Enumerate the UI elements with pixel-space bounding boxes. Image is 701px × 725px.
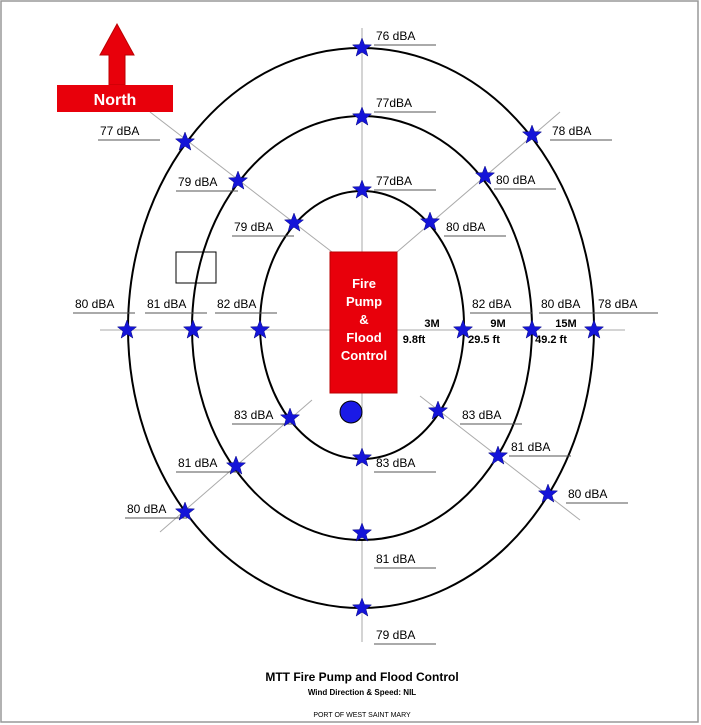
reading-label: 78 dBA	[552, 124, 591, 138]
reading-label: 79 dBA	[234, 220, 273, 234]
star-marker	[487, 445, 509, 465]
reading-label: 77dBA	[376, 174, 412, 188]
star-marker	[225, 455, 247, 475]
star-marker	[452, 319, 474, 339]
star-marker	[427, 400, 449, 420]
star-marker	[174, 131, 196, 151]
star-marker	[249, 319, 271, 339]
reading-label: 82 dBA	[217, 297, 256, 311]
blue-marker	[339, 400, 363, 424]
center-box-text: &	[359, 312, 368, 327]
star-marker	[351, 106, 373, 126]
distance-feet: 29.5 ft	[468, 334, 500, 346]
reading-label: 83 dBA	[462, 408, 501, 422]
reading-label: 79 dBA	[178, 175, 217, 189]
center-box-text: Pump	[346, 294, 382, 309]
star-marker	[521, 319, 543, 339]
reading-label: 77dBA	[376, 96, 412, 110]
reading-label: 77 dBA	[100, 124, 139, 138]
star-marker	[116, 319, 138, 339]
footer-organization: PORT OF WEST SAINT MARY	[313, 712, 411, 719]
star-marker	[283, 212, 305, 232]
distance-feet: 9.8ft	[403, 334, 426, 346]
north-label: North	[94, 92, 137, 109]
reading-label: 81 dBA	[147, 297, 186, 311]
center-box-text: Flood	[346, 330, 381, 345]
center-box	[329, 251, 398, 394]
star-marker	[351, 597, 373, 617]
reading-label: 80 dBA	[446, 220, 485, 234]
distance-feet: 49.2 ft	[535, 334, 567, 346]
star-marker	[521, 124, 543, 144]
reading-label: 81 dBA	[178, 456, 217, 470]
reading-label: 80 dBA	[541, 297, 580, 311]
star-marker	[537, 483, 559, 503]
reading-label: 80 dBA	[496, 173, 535, 187]
star-marker	[583, 319, 605, 339]
north-banner	[57, 85, 173, 112]
reading-label: 80 dBA	[127, 502, 166, 516]
small-box	[175, 251, 217, 284]
reading-label: 83 dBA	[234, 408, 273, 422]
distance-meters: 15M	[555, 318, 576, 330]
distance-meters: 9M	[490, 318, 505, 330]
star-marker	[351, 447, 373, 467]
reading-label: 78 dBA	[598, 297, 637, 311]
star-marker	[182, 319, 204, 339]
reading-label: 79 dBA	[376, 628, 415, 642]
star-marker	[419, 211, 441, 231]
reading-label: 81 dBA	[511, 440, 550, 454]
reading-label: 80 dBA	[568, 487, 607, 501]
reading-label: 80 dBA	[75, 297, 114, 311]
star-marker	[351, 522, 373, 542]
reading-label: 76 dBA	[376, 29, 415, 43]
reading-label: 82 dBA	[472, 297, 511, 311]
distance-meters: 3M	[424, 318, 439, 330]
star-marker	[351, 179, 373, 199]
center-box-text: Control	[341, 348, 387, 363]
star-marker	[351, 37, 373, 57]
star-marker	[474, 165, 496, 185]
center-box-text: Fire	[352, 276, 376, 291]
reading-label: 81 dBA	[376, 552, 415, 566]
reading-label: 83 dBA	[376, 456, 415, 470]
footer-title: MTT Fire Pump and Flood Control	[265, 670, 458, 684]
star-marker	[227, 170, 249, 190]
star-marker	[279, 407, 301, 427]
north-arrow	[99, 22, 135, 86]
footer-subtitle: Wind Direction & Speed: NIL	[308, 688, 416, 697]
star-marker	[174, 501, 196, 521]
